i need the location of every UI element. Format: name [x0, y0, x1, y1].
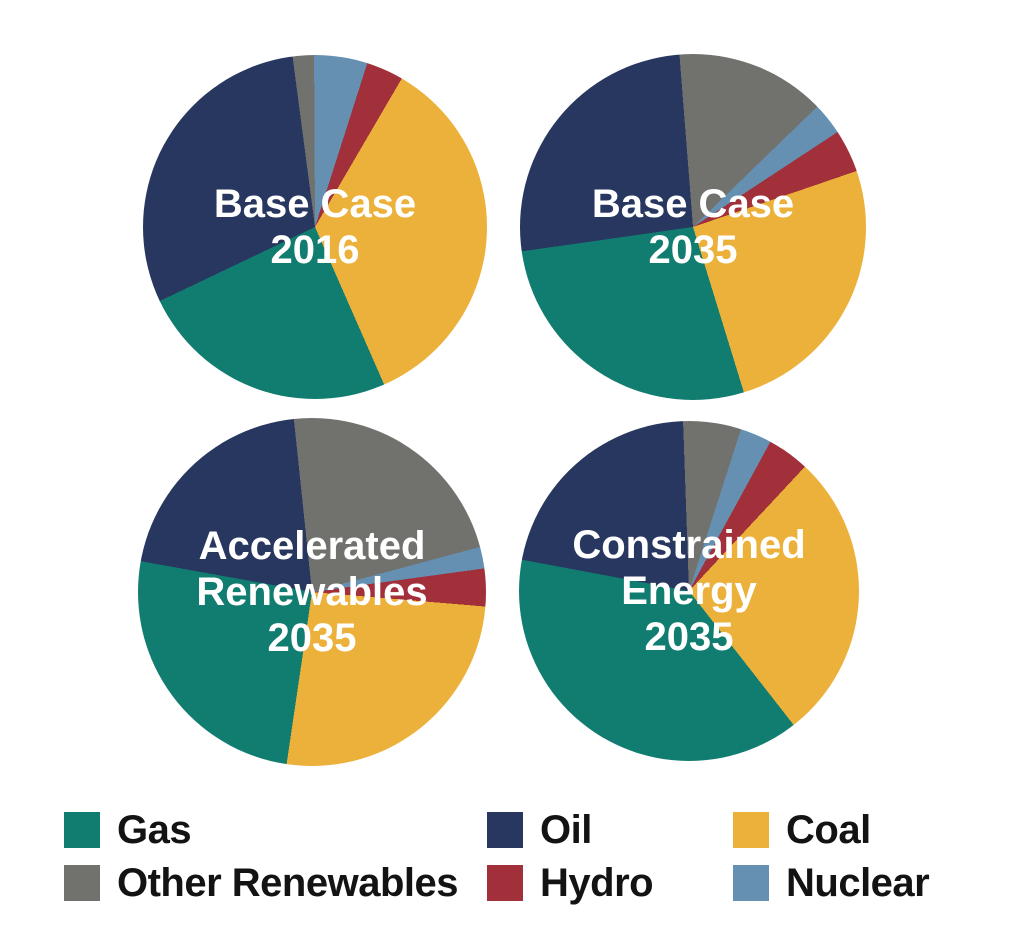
legend: Gas Oil Coal Other Renewables Hydro Nuclear — [64, 808, 984, 905]
pie-title-line: Renewables — [196, 570, 428, 614]
legend-item-oil: Oil — [487, 808, 733, 852]
legend-swatch-nuclear — [733, 865, 769, 901]
legend-label-oil: Oil — [540, 808, 592, 852]
pie-base-case-2035: Base Case 2035 — [520, 54, 866, 400]
pie-constrained-energy-2035: Constrained Energy 2035 — [519, 421, 859, 761]
legend-swatch-oil — [487, 812, 523, 848]
pie-title-line: 2035 — [648, 228, 738, 272]
legend-label-nuclear: Nuclear — [786, 861, 930, 905]
pie-accelerated-renewables-2035: Accelerated Renewables 2035 — [138, 418, 486, 766]
legend-item-gas: Gas — [64, 808, 487, 852]
pie-base-case-2016: Base Case 2016 — [143, 55, 487, 399]
pie-title-line: Accelerated — [198, 524, 426, 568]
legend-swatch-other-renewables — [64, 865, 100, 901]
pie-disc — [138, 418, 486, 766]
pie-title: Constrained Energy 2035 — [519, 421, 859, 761]
pie-title: Accelerated Renewables 2035 — [138, 418, 486, 766]
pie-title-line: 2035 — [644, 615, 734, 659]
pie-title-line: Base Case — [213, 182, 417, 226]
pie-disc — [519, 421, 859, 761]
legend-label-other-renewables: Other Renewables — [117, 861, 459, 905]
legend-swatch-gas — [64, 812, 100, 848]
pie-disc — [520, 54, 866, 400]
legend-swatch-coal — [733, 812, 769, 848]
pie-title: Base Case 2035 — [520, 54, 866, 400]
pie-title-line: Base Case — [591, 182, 795, 226]
pie-title-line: Energy — [621, 569, 757, 613]
legend-label-gas: Gas — [117, 808, 192, 852]
legend-item-other-renewables: Other Renewables — [64, 861, 487, 905]
pie-title-line: 2016 — [270, 228, 360, 272]
pie-title-line: Constrained — [572, 523, 806, 567]
legend-label-hydro: Hydro — [540, 861, 654, 905]
pie-disc — [143, 55, 487, 399]
legend-label-coal: Coal — [786, 808, 871, 852]
legend-item-nuclear: Nuclear — [733, 861, 984, 905]
legend-item-hydro: Hydro — [487, 861, 733, 905]
pie-title-line: 2035 — [267, 616, 357, 660]
legend-item-coal: Coal — [733, 808, 984, 852]
legend-swatch-hydro — [487, 865, 523, 901]
pie-title: Base Case 2016 — [143, 55, 487, 399]
